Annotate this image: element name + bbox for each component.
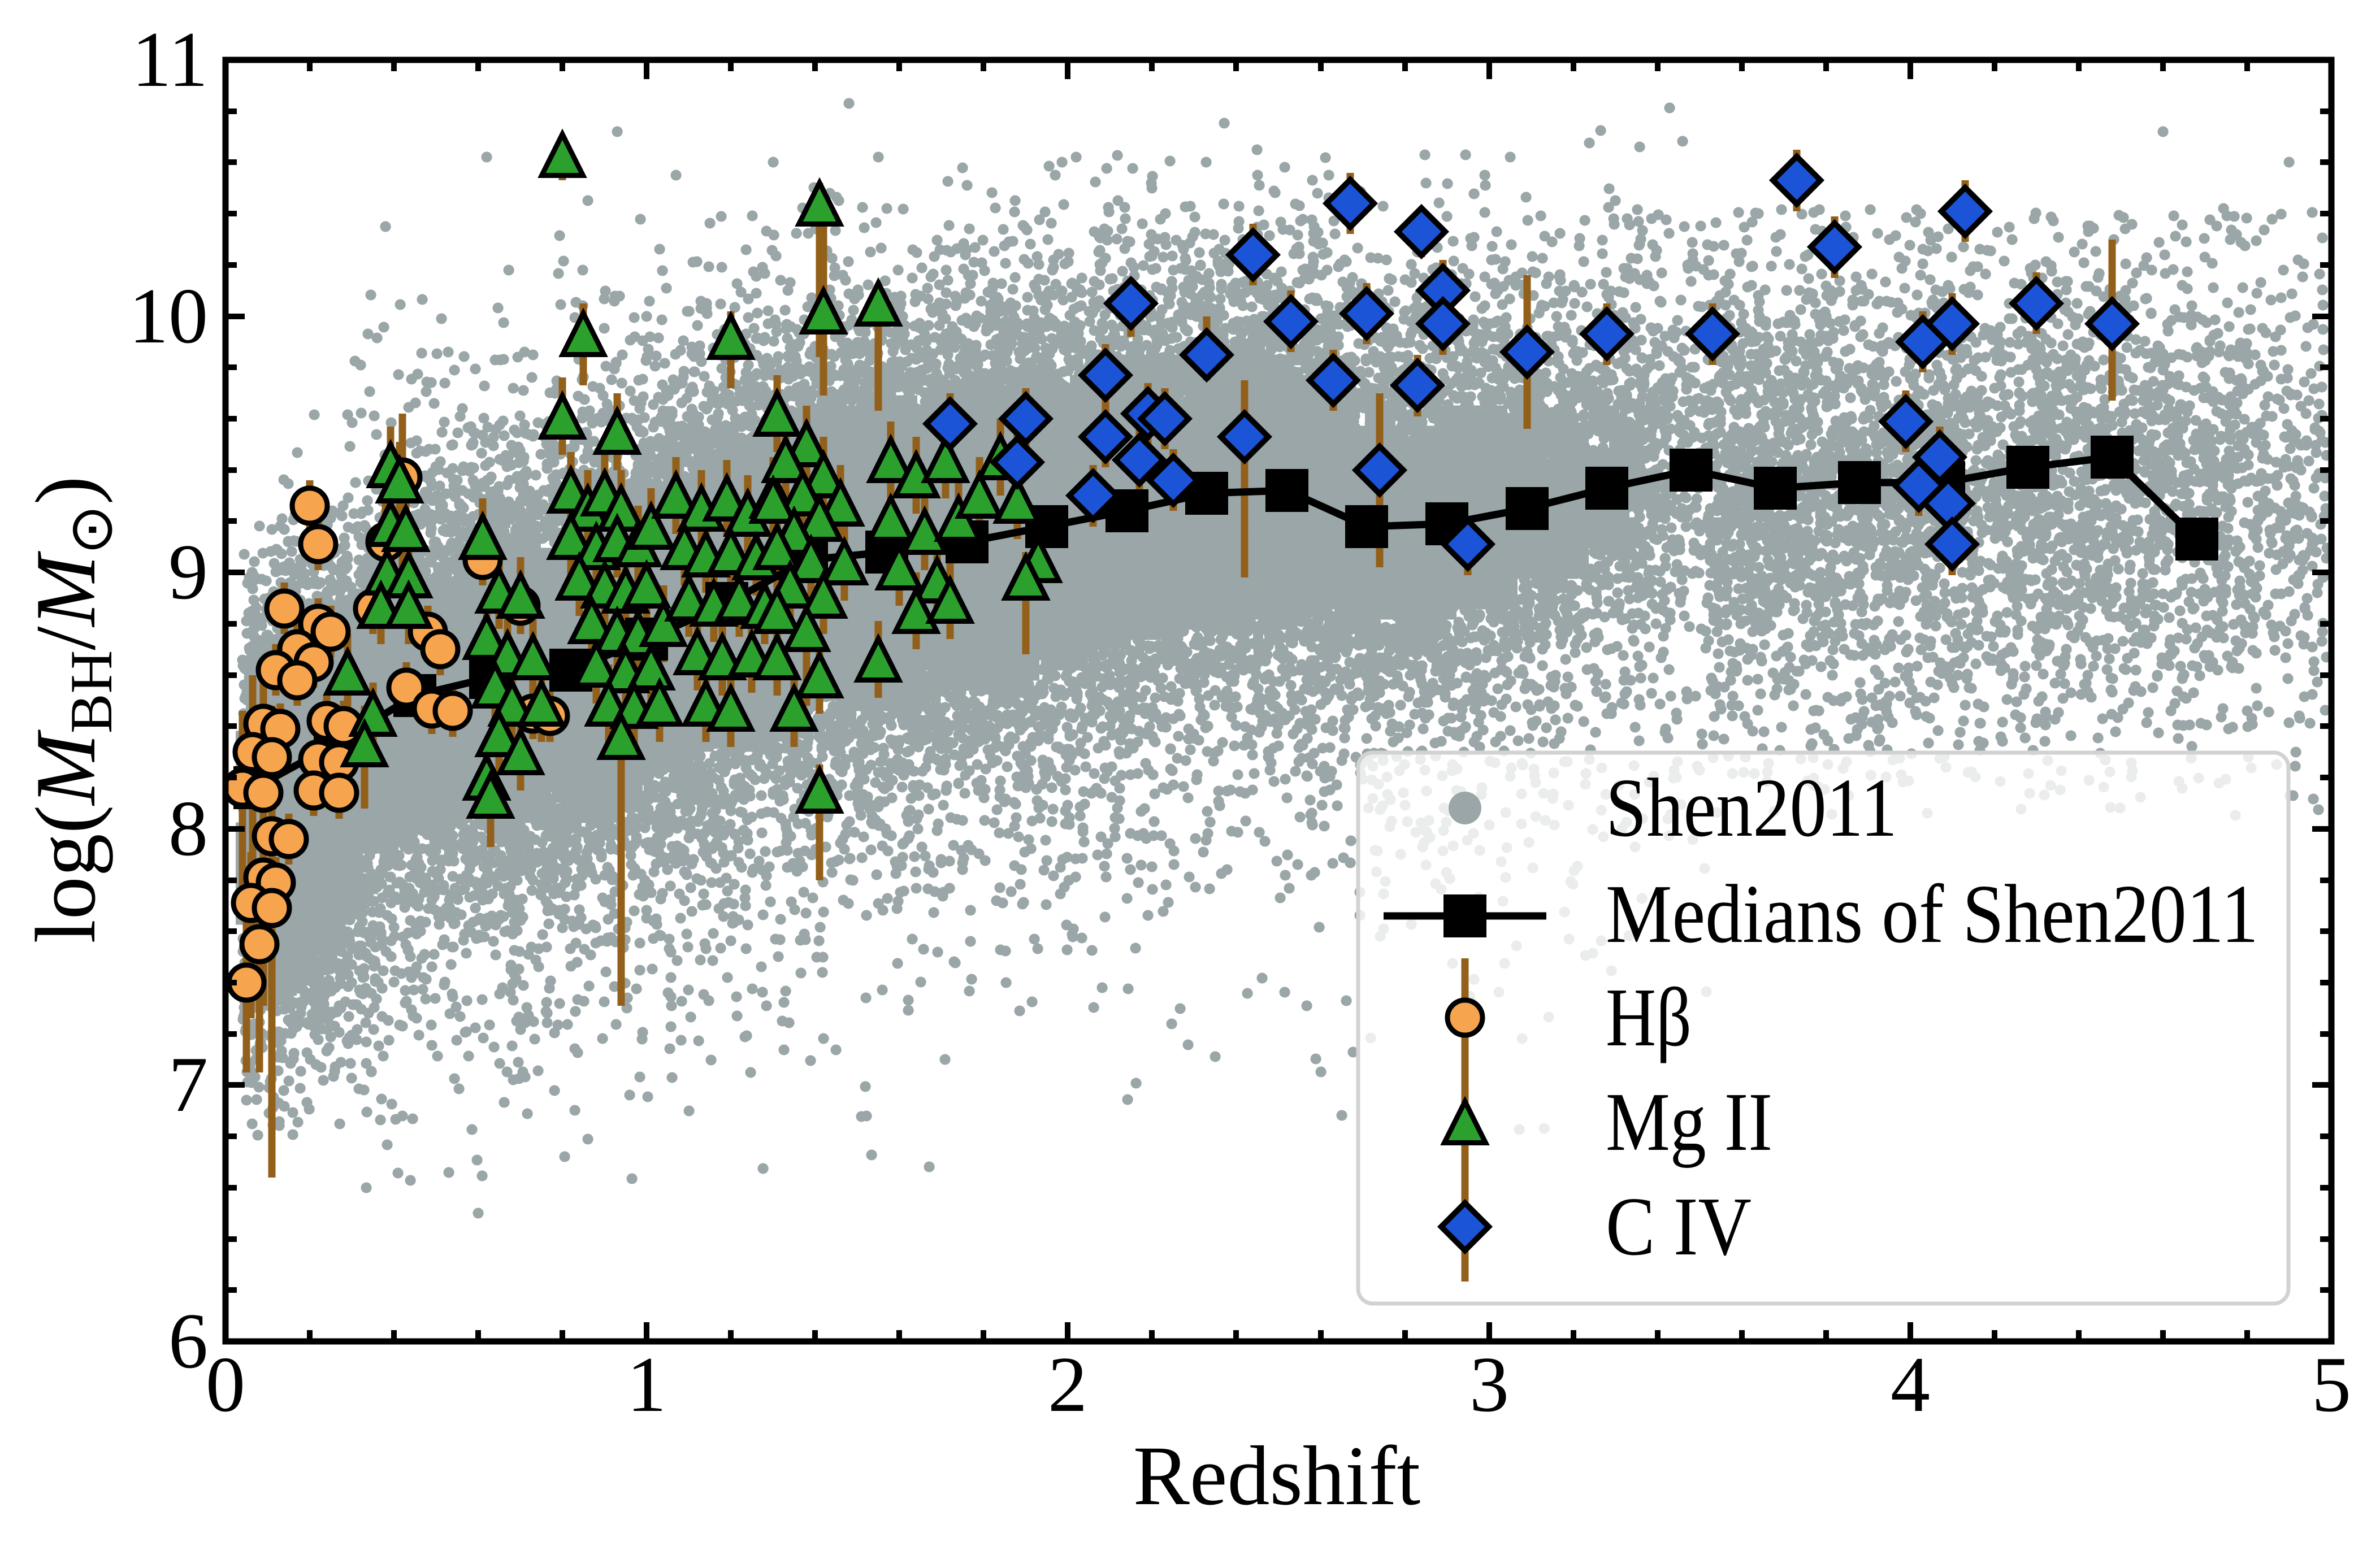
svg-text:3: 3	[1469, 1341, 1509, 1428]
svg-text:11: 11	[132, 16, 208, 103]
svg-text:5: 5	[2312, 1341, 2351, 1428]
svg-text:Medians of Shen2011: Medians of Shen2011	[1606, 868, 2258, 961]
svg-text:10: 10	[129, 272, 208, 360]
svg-text:4: 4	[1891, 1341, 1930, 1428]
svg-text:Mg II: Mg II	[1606, 1076, 1772, 1169]
svg-text:0: 0	[206, 1341, 245, 1428]
svg-text:7: 7	[168, 1041, 208, 1128]
svg-text:Redshift: Redshift	[1133, 1429, 1420, 1523]
svg-text:8: 8	[168, 785, 208, 872]
svg-text:2: 2	[1048, 1341, 1087, 1428]
svg-text:6: 6	[168, 1297, 208, 1385]
svg-text:Shen2011: Shen2011	[1606, 762, 1897, 854]
svg-text:1: 1	[627, 1341, 666, 1428]
svg-text:C IV: C IV	[1606, 1180, 1752, 1273]
svg-text:Hβ: Hβ	[1606, 971, 1692, 1064]
svg-text:9: 9	[168, 528, 208, 616]
